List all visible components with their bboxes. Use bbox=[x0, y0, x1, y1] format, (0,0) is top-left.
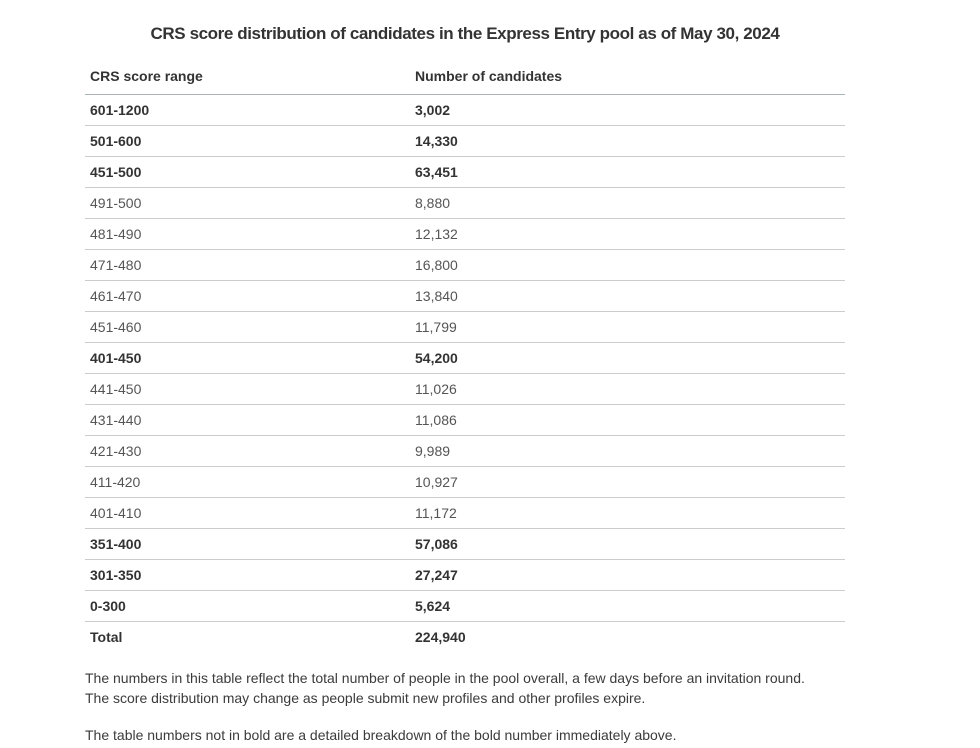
crs-range-cell: 601-1200 bbox=[85, 94, 410, 126]
table-row: 401-450 54,200 bbox=[85, 342, 845, 374]
candidate-count-cell: 10,927 bbox=[410, 466, 845, 498]
crs-range-cell: 451-460 bbox=[85, 311, 410, 343]
candidate-count-cell: 3,002 bbox=[410, 94, 845, 126]
table-row: 451-500 63,451 bbox=[85, 156, 845, 188]
candidate-count-cell: 11,172 bbox=[410, 497, 845, 529]
crs-range-cell: 401-450 bbox=[85, 342, 410, 374]
table-row: 421-430 9,989 bbox=[85, 435, 845, 467]
crs-range-cell: 421-430 bbox=[85, 435, 410, 467]
crs-range-cell: 441-450 bbox=[85, 373, 410, 405]
crs-range-cell: 401-410 bbox=[85, 497, 410, 529]
crs-range-cell: 411-420 bbox=[85, 466, 410, 498]
footnotes: The numbers in this table reflect the to… bbox=[85, 668, 927, 745]
crs-range-cell: 0-300 bbox=[85, 590, 410, 622]
table-row: 441-450 11,026 bbox=[85, 373, 845, 405]
col-header-candidate-count: Number of candidates bbox=[410, 64, 845, 95]
crs-range-cell: Total bbox=[90, 629, 123, 645]
footnote-pool-overall: The numbers in this table reflect the to… bbox=[85, 668, 927, 709]
candidate-count-cell: 224,940 bbox=[415, 629, 466, 645]
table-row: 461-470 13,840 bbox=[85, 280, 845, 312]
candidate-count-cell: 27,247 bbox=[410, 559, 845, 591]
footnote-line: The score distribution may change as peo… bbox=[85, 690, 646, 707]
candidate-count-cell: 5,624 bbox=[410, 590, 845, 622]
table-row: 451-460 11,799 bbox=[85, 311, 845, 343]
table-row: 481-490 12,132 bbox=[85, 218, 845, 250]
candidate-count-cell: 11,799 bbox=[410, 311, 845, 343]
candidate-count-cell: 13,840 bbox=[410, 280, 845, 312]
table-row: 351-400 57,086 bbox=[85, 528, 845, 560]
candidate-count-cell: 12,132 bbox=[410, 218, 845, 250]
table-row: 601-1200 3,002 bbox=[85, 94, 845, 126]
table-header-row: CRS score range Number of candidates bbox=[85, 64, 845, 95]
crs-range-cell: 431-440 bbox=[85, 404, 410, 436]
crs-range-cell: 351-400 bbox=[85, 528, 410, 560]
footnote-line: The numbers in this table reflect the to… bbox=[85, 670, 805, 686]
crs-range-cell: 491-500 bbox=[85, 187, 410, 219]
table-row: 301-350 27,247 bbox=[85, 559, 845, 591]
candidate-count-cell: 9,989 bbox=[410, 435, 845, 467]
candidate-count-cell: 11,026 bbox=[410, 373, 845, 405]
crs-range-cell: 461-470 bbox=[85, 280, 410, 312]
candidate-count-cell: 16,800 bbox=[410, 249, 845, 281]
table-row: 431-440 11,086 bbox=[85, 404, 845, 436]
candidate-count-cell: 8,880 bbox=[410, 187, 845, 219]
candidate-count-cell: 63,451 bbox=[410, 156, 845, 188]
col-header-crs-range: CRS score range bbox=[85, 64, 410, 95]
table-row: 411-420 10,927 bbox=[85, 466, 845, 498]
footnote-bold-explanation: The table numbers not in bold are a deta… bbox=[85, 726, 677, 743]
table-row: 491-500 8,880 bbox=[85, 187, 845, 219]
crs-distribution-table: CRS score range Number of candidates 601… bbox=[85, 64, 845, 652]
table-row: 471-480 16,800 bbox=[85, 249, 845, 281]
crs-range-cell: 451-500 bbox=[85, 156, 410, 188]
candidate-count-cell: 54,200 bbox=[410, 342, 845, 374]
table-row: 401-410 11,172 bbox=[85, 497, 845, 529]
candidate-count-cell: 14,330 bbox=[410, 125, 845, 157]
crs-range-cell: 471-480 bbox=[85, 249, 410, 281]
table-row-total: Total 224,940 bbox=[85, 622, 845, 653]
candidate-count-cell: 11,086 bbox=[410, 404, 845, 436]
crs-range-cell: 301-350 bbox=[85, 559, 410, 591]
candidate-count-cell: 57,086 bbox=[410, 528, 845, 560]
table-row: 0-300 5,624 bbox=[85, 590, 845, 622]
crs-range-cell: 481-490 bbox=[85, 218, 410, 250]
crs-range-cell: 501-600 bbox=[85, 125, 410, 157]
table-row: 501-600 14,330 bbox=[85, 125, 845, 157]
page-title: CRS score distribution of candidates in … bbox=[150, 24, 780, 43]
